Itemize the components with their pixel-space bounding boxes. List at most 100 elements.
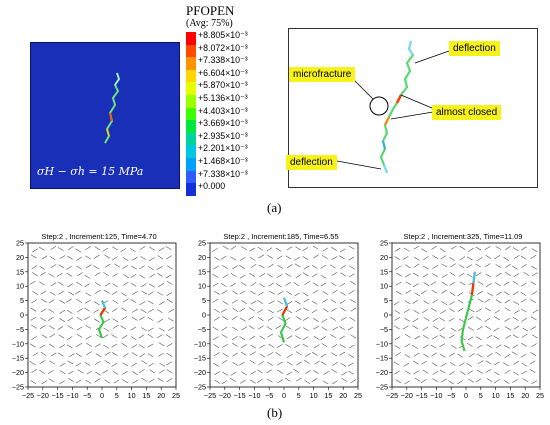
natural-fracture (532, 334, 538, 339)
natural-fracture (348, 290, 355, 294)
natural-fracture (29, 361, 36, 366)
natural-fracture (85, 379, 92, 384)
natural-fracture (222, 371, 228, 376)
natural-fracture (484, 246, 491, 251)
natural-fracture (320, 353, 327, 358)
x-tick-label: 25 (536, 391, 544, 400)
natural-fracture (521, 370, 527, 375)
natural-fracture (104, 254, 110, 259)
natural-fracture (47, 370, 54, 374)
natural-fracture (49, 325, 55, 330)
natural-fracture (321, 298, 328, 303)
natural-fracture (493, 327, 500, 332)
natural-fracture (131, 344, 138, 349)
natural-fracture (423, 282, 430, 287)
natural-fracture (32, 291, 39, 295)
natural-fracture (222, 245, 229, 250)
natural-fracture (76, 326, 83, 331)
natural-fracture (57, 281, 64, 286)
natural-fracture (166, 352, 173, 357)
natural-fracture (505, 246, 511, 250)
natural-fracture (149, 369, 156, 374)
natural-fracture (239, 379, 246, 384)
fracture-high-aperture (281, 305, 288, 316)
natural-fracture (484, 318, 491, 322)
natural-fracture (213, 265, 220, 270)
natural-fracture (511, 351, 518, 356)
natural-fracture (486, 334, 493, 339)
fracture-network-plot: −25 −20 −15 −10 −5 0 5 10 15 20 252520151050−5−10−… (194, 239, 362, 401)
natural-fracture (341, 371, 348, 376)
natural-fracture (139, 316, 145, 321)
natural-fracture (404, 380, 411, 385)
natural-fracture (267, 361, 273, 366)
y-tick-label: 25 (198, 239, 206, 248)
natural-fracture (475, 263, 482, 268)
natural-fracture (494, 255, 501, 260)
natural-fracture (157, 318, 164, 323)
y-tick-label: −25 (194, 383, 206, 392)
natural-fracture (93, 265, 100, 270)
natural-fracture (111, 308, 118, 312)
natural-fracture (513, 310, 520, 314)
natural-fracture (296, 361, 302, 366)
natural-fracture (476, 353, 483, 358)
natural-fracture (441, 301, 448, 305)
natural-fracture (286, 291, 293, 295)
natural-fracture (286, 361, 293, 366)
natural-fracture (422, 326, 429, 331)
natural-fracture (231, 336, 238, 340)
natural-fracture (520, 292, 527, 296)
natural-fracture (148, 308, 154, 313)
natural-fracture (94, 378, 101, 383)
x-tick-label: 0 (282, 391, 286, 400)
natural-fracture (75, 379, 82, 384)
natural-fracture (394, 256, 401, 260)
natural-fracture (404, 264, 411, 269)
natural-fracture (467, 273, 473, 278)
legend-swatch (186, 32, 196, 45)
natural-fracture (76, 256, 82, 261)
natural-fracture (268, 343, 275, 348)
natural-fracture (31, 299, 38, 304)
natural-fracture (531, 380, 537, 385)
natural-fracture (158, 352, 164, 357)
natural-fracture (322, 291, 329, 295)
natural-fracture (286, 301, 293, 305)
natural-fracture (59, 362, 66, 367)
natural-fracture (347, 362, 354, 367)
natural-fracture (513, 273, 520, 278)
natural-fracture (41, 380, 48, 385)
natural-fracture (139, 301, 146, 306)
natural-fracture (475, 378, 482, 383)
natural-fracture (141, 377, 148, 382)
natural-fracture (466, 342, 473, 347)
natural-fracture (495, 344, 502, 349)
natural-fracture (402, 256, 409, 260)
natural-fracture (76, 333, 83, 338)
natural-fracture (139, 353, 146, 358)
legend-swatch (186, 44, 196, 58)
legend-swatch (186, 170, 196, 184)
natural-fracture (405, 370, 411, 375)
natural-fracture (259, 273, 266, 278)
natural-fracture (413, 370, 420, 375)
natural-fracture (530, 352, 537, 356)
caption-a: (a) (267, 200, 282, 215)
natural-fracture (148, 257, 155, 262)
natural-fracture (403, 362, 410, 367)
natural-fracture (494, 282, 501, 287)
natural-fracture (396, 272, 403, 277)
natural-fracture (85, 246, 91, 250)
x-tick-label: 10 (492, 391, 500, 400)
natural-fracture (268, 300, 275, 305)
natural-fracture (66, 265, 72, 270)
natural-fracture (404, 354, 411, 358)
natural-fracture (340, 362, 347, 367)
natural-fracture (268, 290, 275, 295)
natural-fracture (484, 263, 491, 268)
natural-fracture (30, 254, 37, 259)
legend-swatch (186, 183, 196, 196)
natural-fracture (123, 274, 129, 278)
natural-fracture (512, 317, 519, 321)
